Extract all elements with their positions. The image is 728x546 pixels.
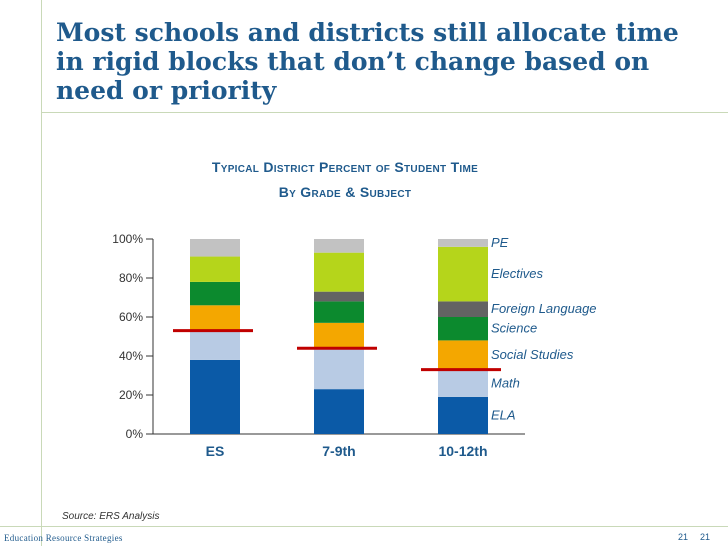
legend-label-foreign-language: Foreign Language [491, 301, 597, 316]
bar-es-pe [190, 239, 240, 257]
slide-title-line-2: in rigid blocks that don’t change based … [56, 47, 650, 76]
bar-7-9th-social-studies [314, 322, 364, 349]
chart-title-line-1: Typical District Percent of Student Time [211, 159, 479, 175]
bar-es-math [190, 330, 240, 360]
y-tick-label-80: 80% [119, 271, 143, 285]
bar-es-ela [190, 359, 240, 434]
y-tick-label-20: 20% [119, 388, 143, 402]
bar-10-12th-ela [438, 396, 488, 434]
y-tick-label-40: 40% [119, 349, 143, 363]
legend-label-pe: PE [491, 235, 509, 250]
bar-7-9th-ela [314, 389, 364, 434]
bar-7-9th-foreign-language [314, 291, 364, 302]
bar-es-electives [190, 256, 240, 282]
legend-label-science: Science [491, 321, 537, 336]
x-tick-label-es: ES [206, 443, 225, 459]
bar-7-9th-electives [314, 252, 364, 292]
chart-title-line-2: By Grade & Subject [278, 184, 412, 200]
title-rule [41, 112, 728, 113]
chart-title: Typical District Percent of Student Time… [130, 155, 560, 205]
slide-title: Most schools and districts still allocat… [56, 18, 716, 105]
legend-label-electives: Electives [491, 266, 544, 281]
x-tick-label-10-12th: 10-12th [438, 443, 487, 459]
x-tick-label-7-9th: 7-9th [322, 443, 355, 459]
bar-10-12th-science [438, 317, 488, 341]
bar-10-12th-social-studies [438, 340, 488, 370]
bar-7-9th-pe [314, 239, 364, 253]
legend-label-social-studies: Social Studies [491, 347, 574, 362]
bar-es-science [190, 281, 240, 306]
legend-label-ela: ELA [491, 407, 516, 422]
bar-es-social-studies [190, 305, 240, 331]
bar-10-12th-foreign-language [438, 301, 488, 317]
y-tick-label-60: 60% [119, 310, 143, 324]
y-tick-label-100: 100% [112, 232, 143, 246]
source-note: Source: ERS Analysis [62, 511, 160, 522]
y-tick-label-0: 0% [126, 427, 144, 441]
bar-10-12th-electives [438, 246, 488, 302]
page-number-right: 21 [700, 532, 711, 542]
slide-title-line-1: Most schools and districts still allocat… [56, 18, 679, 47]
page-number-left: 21 [678, 532, 689, 542]
bar-10-12th-pe [438, 239, 488, 247]
footer-rule [0, 526, 728, 527]
bar-10-12th-math [438, 369, 488, 397]
legend-label-math: Math [491, 375, 520, 390]
bar-7-9th-science [314, 301, 364, 323]
bar-7-9th-math [314, 348, 364, 390]
left-rule [41, 0, 42, 546]
org-name: Education Resource Strategies [4, 533, 123, 543]
slide-title-line-3: need or priority [56, 76, 277, 105]
